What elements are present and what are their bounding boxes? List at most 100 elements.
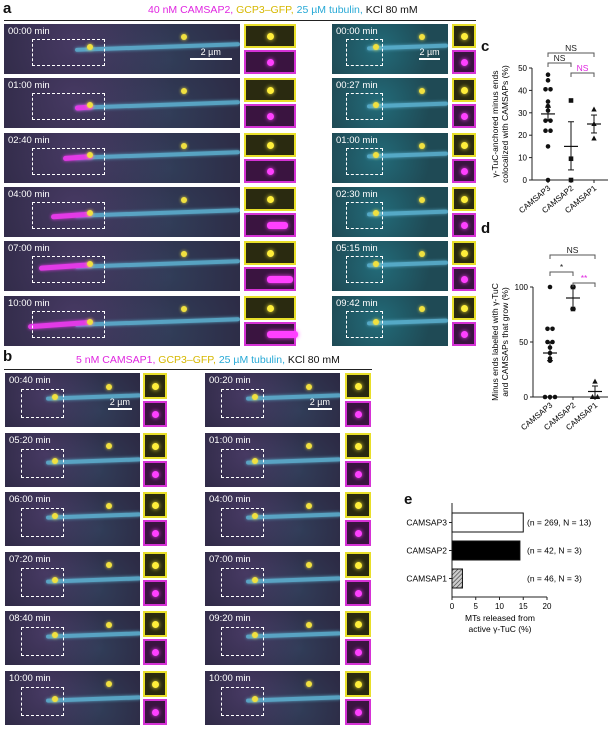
x-axis-label-line1: MTs released from xyxy=(465,613,535,623)
timestamp: 04:00 min xyxy=(8,188,50,200)
gamma-tuc-spot xyxy=(106,443,113,450)
gamma-tuc-spot xyxy=(372,101,379,108)
significance-label: * xyxy=(560,262,564,272)
inset-gcp3-channel xyxy=(452,24,476,48)
x-tick-label: 20 xyxy=(543,602,552,611)
scale-bar: 2 µm xyxy=(189,46,232,60)
spot xyxy=(461,195,468,203)
inset-camsap-channel xyxy=(452,212,476,237)
inset-gcp3-channel xyxy=(345,611,371,637)
gamma-tuc-spot xyxy=(52,394,59,401)
scale-bar: 2 µm xyxy=(307,397,332,411)
micrograph-tile: 00:40 min 2 µm xyxy=(5,373,140,427)
gamma-tuc-spot xyxy=(86,319,93,325)
timestamp: 10:00 min xyxy=(209,672,251,684)
data-point xyxy=(545,72,551,78)
scale-bar: 2 µm xyxy=(419,47,440,60)
gamma-tuc-spot xyxy=(86,43,93,50)
inset-camsap-channel xyxy=(143,460,167,487)
panel-a-header: 40 nM CAMSAP2, GCP3–GFP, 25 µM tubulin, … xyxy=(148,4,418,16)
gamma-tuc-spot xyxy=(52,695,59,702)
gamma-tuc-spot xyxy=(181,305,187,312)
spot xyxy=(267,113,274,121)
inset-region-box xyxy=(21,508,64,538)
inset-gcp3-channel xyxy=(244,186,296,211)
inset-camsap-channel xyxy=(452,104,476,129)
bar-annotation: (n = 269, N = 13) xyxy=(527,518,591,528)
y-axis-label-line1: γ-TuC-anchored minus ends xyxy=(490,71,500,178)
significance-bracket xyxy=(549,254,596,259)
spot xyxy=(152,411,159,418)
inset-camsap-channel xyxy=(452,267,476,292)
header-kcl: KCl 80 mM xyxy=(287,354,340,366)
inset-region-box xyxy=(21,686,64,716)
header-gcp: GCP3–GFP, xyxy=(236,4,294,16)
inset-region-box xyxy=(345,93,383,121)
data-point xyxy=(548,86,553,92)
scale-bar-label: 2 µm xyxy=(419,46,440,57)
gamma-tuc-spot xyxy=(252,394,259,401)
inset-camsap-channel xyxy=(345,520,371,546)
bar xyxy=(451,568,463,589)
spot xyxy=(355,589,362,597)
scale-bar-label: 2 µm xyxy=(109,397,130,408)
significance-label: NS xyxy=(554,53,566,63)
micrograph-tile: 07:00 min xyxy=(4,241,240,292)
spot xyxy=(152,680,159,688)
data-point xyxy=(545,177,551,183)
inset-region-box xyxy=(221,686,264,716)
y-tick-label: 0 xyxy=(523,176,528,185)
y-tick-label: CAMSAP1 xyxy=(406,574,447,584)
bar xyxy=(451,512,524,533)
data-point xyxy=(547,284,553,290)
gamma-tuc-spot xyxy=(252,632,259,639)
micrograph-tile: 04:00 min xyxy=(205,492,340,546)
inset-gcp3-channel xyxy=(143,611,167,637)
spot xyxy=(267,250,274,258)
data-point xyxy=(591,106,597,112)
inset-camsap-channel xyxy=(452,50,476,74)
inset-region-box xyxy=(32,93,106,121)
bar xyxy=(451,540,521,561)
gamma-tuc-spot xyxy=(181,142,187,149)
spot xyxy=(152,502,159,509)
timestamp: 05:20 min xyxy=(9,434,51,446)
spot xyxy=(267,195,274,203)
inset-gcp3-channel xyxy=(345,670,371,697)
spot xyxy=(355,708,362,716)
gamma-tuc-spot xyxy=(372,319,379,325)
x-tick-label: 0 xyxy=(450,602,455,611)
inset-gcp3-channel xyxy=(345,492,371,518)
significance-label: NS xyxy=(577,63,589,73)
inset-camsap-channel xyxy=(244,267,296,292)
timestamp: 00:40 min xyxy=(9,375,51,386)
spot xyxy=(355,411,362,418)
timestamp: 00:20 min xyxy=(209,375,251,386)
header-gcp: GCP3–GFP, xyxy=(158,354,216,366)
panel-b-header: 5 nM CAMSAP1, GCP3–GFP, 25 µM tubulin, K… xyxy=(76,354,340,366)
scale-bar: 2 µm xyxy=(107,397,132,411)
inset-gcp3-channel xyxy=(345,551,371,578)
panel-e-label: e xyxy=(404,491,413,508)
timestamp: 09:20 min xyxy=(209,613,251,624)
scale-bar-label: 2 µm xyxy=(200,46,221,57)
spot xyxy=(461,141,468,149)
inset-region-box xyxy=(345,147,383,175)
inset-camsap-channel xyxy=(345,698,371,725)
timestamp: 01:00 min xyxy=(336,134,378,146)
spot xyxy=(355,502,362,509)
y-axis-label-line2: colocalized with CAMSAPs (%) xyxy=(500,65,510,183)
data-point xyxy=(542,394,548,400)
micrograph-tile: 00:20 min 2 µm xyxy=(205,373,340,427)
inset-gcp3-channel xyxy=(244,295,296,320)
spot xyxy=(267,167,274,175)
inset-region-box xyxy=(345,256,383,284)
spot xyxy=(461,221,468,229)
inset-region-box xyxy=(32,201,106,229)
header-tubulin: 25 µM tubulin, xyxy=(296,4,363,16)
inset-region-box xyxy=(32,310,106,338)
gamma-tuc-spot xyxy=(52,457,59,464)
inset-gcp3-channel xyxy=(452,186,476,211)
gamma-tuc-spot xyxy=(52,513,59,520)
scale-bar-label: 2 µm xyxy=(309,397,330,408)
